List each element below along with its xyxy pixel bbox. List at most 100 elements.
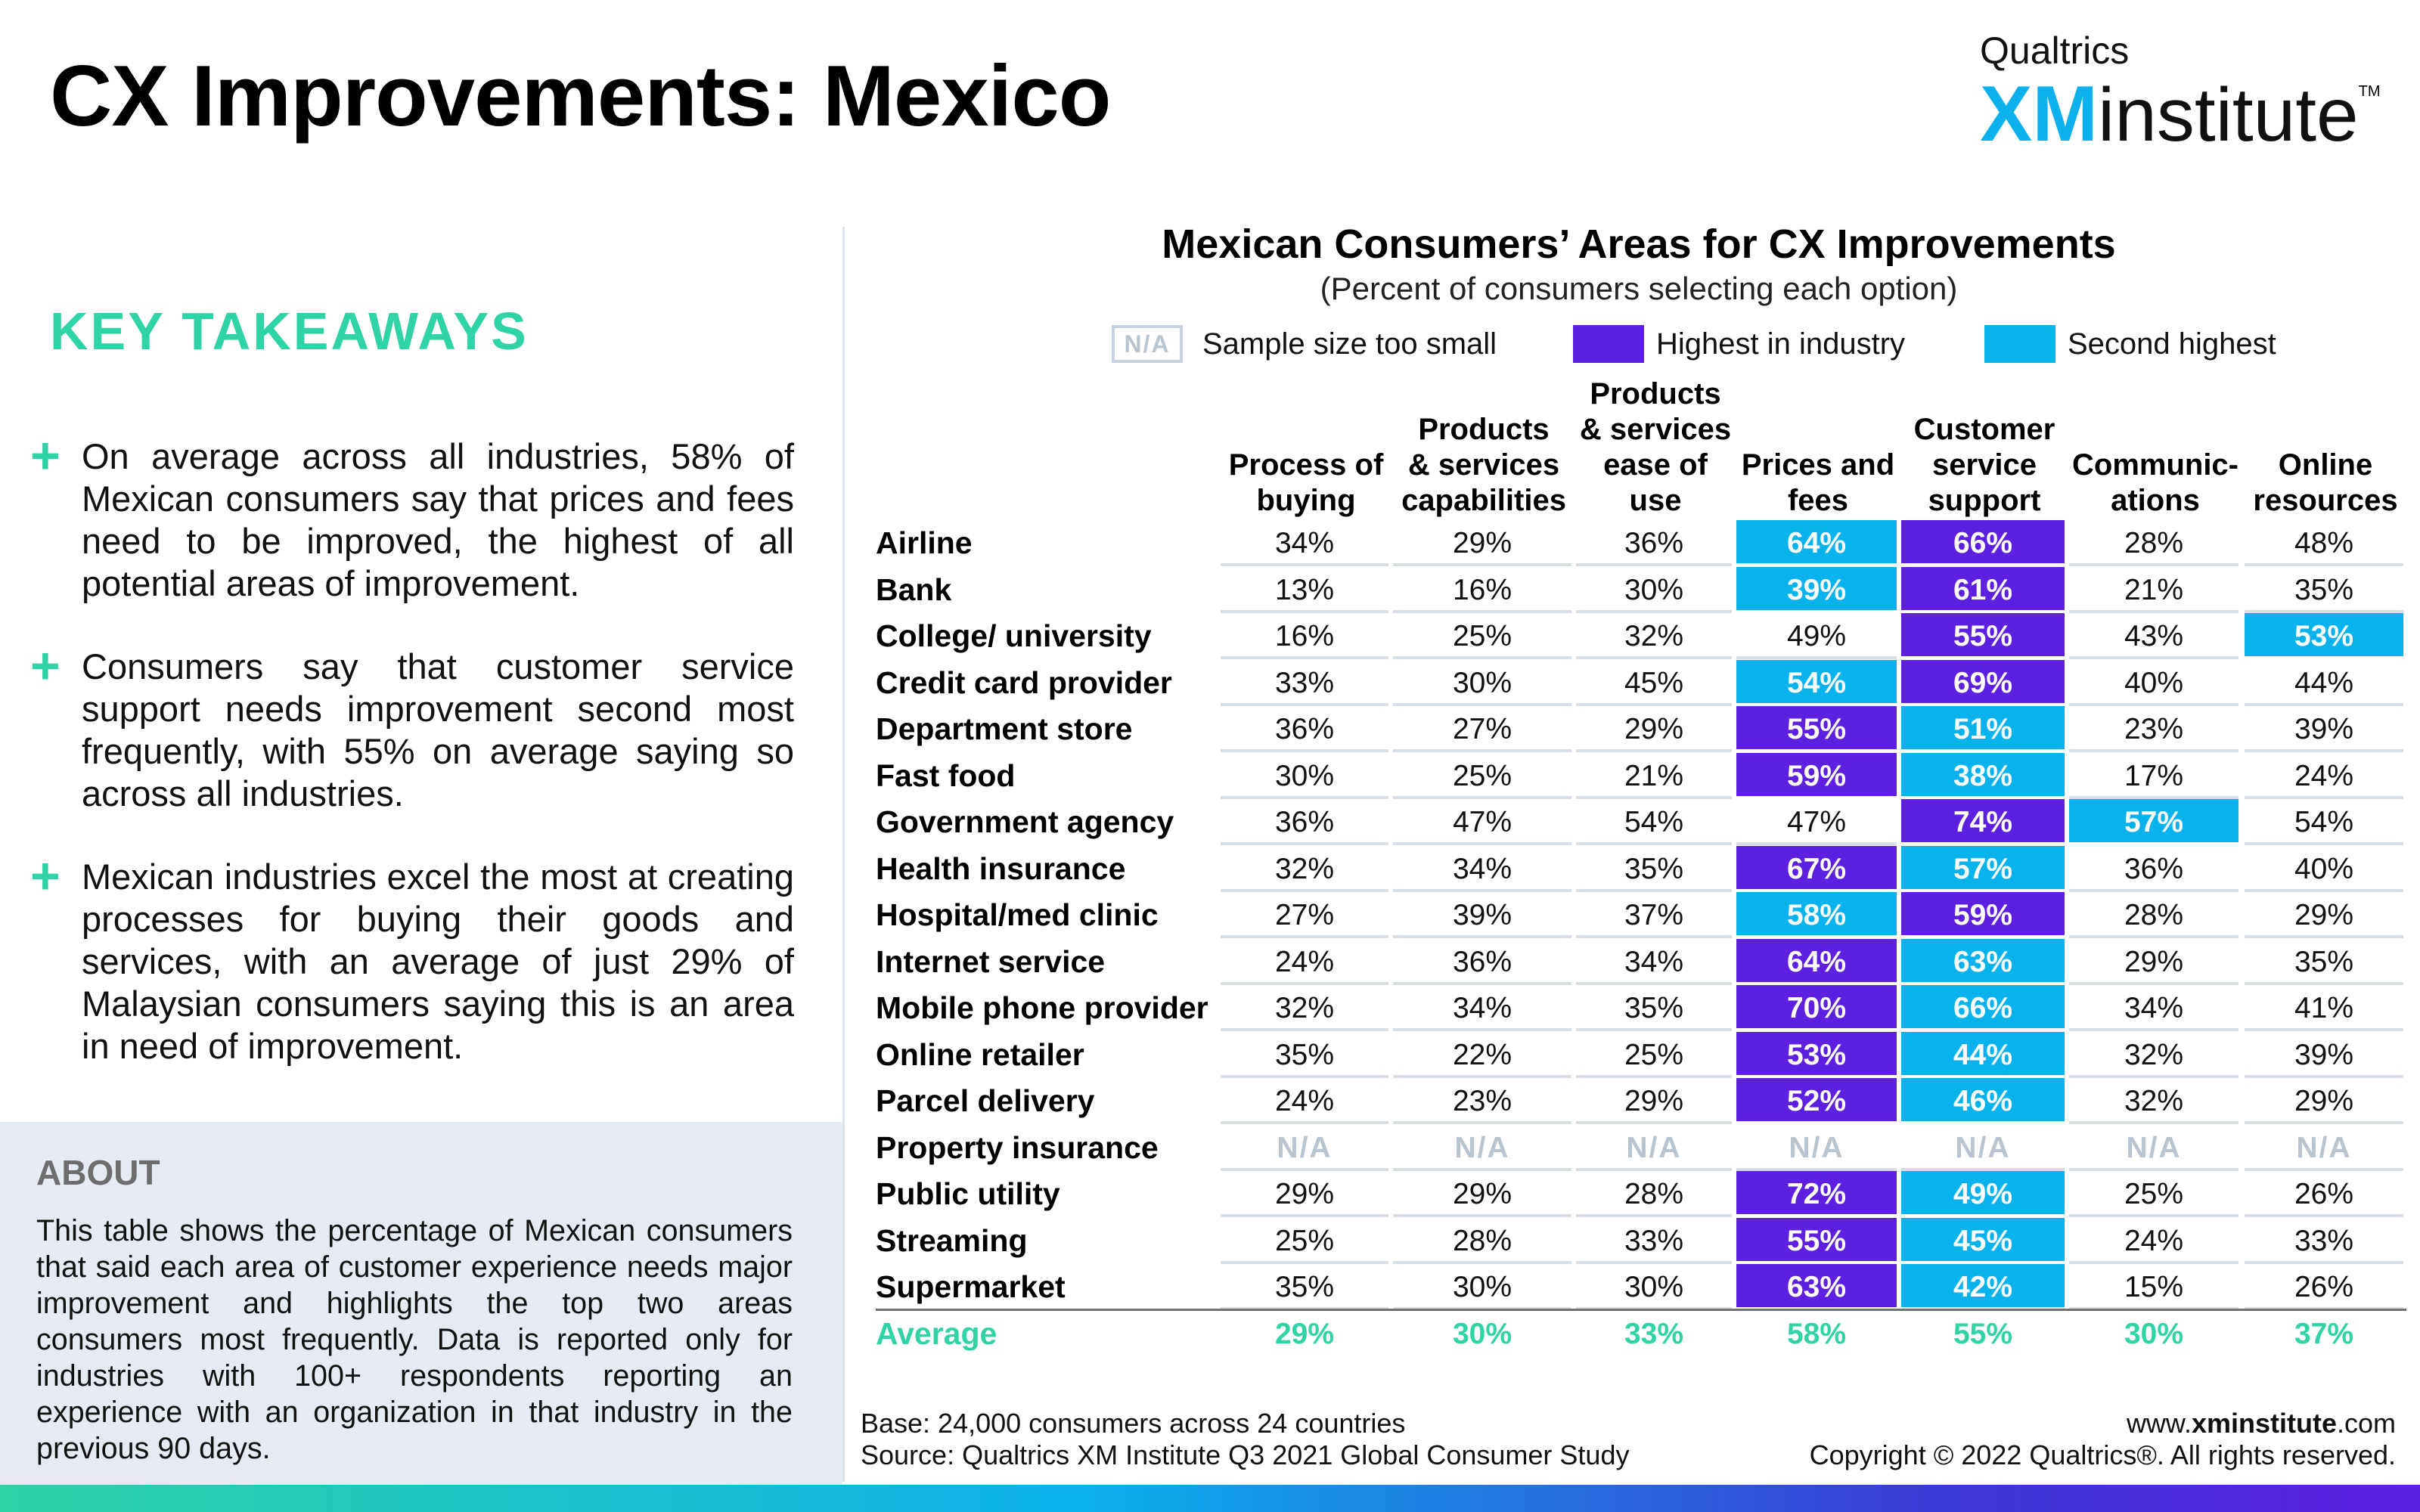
table-cell: 25%	[1221, 1218, 1388, 1264]
column-header-line: Products	[1590, 377, 1721, 411]
footer-url[interactable]: www.xminstitute.com	[1810, 1408, 2396, 1439]
table-cell: 64%	[1736, 520, 1897, 566]
table-cell: 52%	[1736, 1078, 1897, 1124]
table-cell: 35%	[1576, 985, 1732, 1031]
table-cell: 36%	[1221, 706, 1388, 752]
row-label: Airline	[876, 525, 973, 560]
average-cell: 29%	[1274, 1317, 1335, 1350]
footer-credits: www.xminstitute.com Copyright © 2022 Qua…	[1810, 1408, 2396, 1471]
table-cell: 63%	[1736, 1264, 1897, 1310]
table-cell: 74%	[1901, 799, 2065, 845]
table-cell: 48%	[2245, 520, 2403, 566]
average-cell: 30%	[2124, 1317, 2184, 1350]
about-text: This table shows the percentage of Mexic…	[36, 1214, 793, 1465]
table-cell: 28%	[2069, 520, 2238, 566]
column-header: Online resources	[2245, 363, 2406, 519]
row-label: Online retailer	[876, 1036, 1084, 1072]
table-cell: 33%	[2245, 1218, 2403, 1264]
table-cell: 17%	[2069, 753, 2238, 799]
takeaway-text: On average across all industries, 58% of…	[82, 436, 794, 603]
average-cell: 58%	[1786, 1317, 1847, 1350]
table-cell: 25%	[1393, 613, 1571, 659]
table-cell: 37%	[1576, 892, 1732, 938]
chart-title: Mexican Consumers’ Areas for CX Improvem…	[1162, 222, 2116, 267]
table-cell: 35%	[1576, 846, 1732, 892]
table-cell: 26%	[2245, 1171, 2403, 1217]
xm-institute-logo: Qualtrics XMinstituteTM	[1980, 29, 2381, 160]
table-cell: 43%	[2069, 613, 2238, 659]
footer-base: Base: 24,000 consumers across 24 countri…	[861, 1408, 1406, 1439]
average-cell: 37%	[2294, 1317, 2354, 1350]
column-header-line: ease of	[1603, 448, 1708, 482]
logo-institute-text: institute	[2098, 73, 2359, 157]
table-cell: 70%	[1736, 985, 1897, 1031]
row-label: Health insurance	[876, 850, 1126, 886]
column-header-line: use	[1629, 484, 1682, 517]
average-cell: 33%	[1624, 1317, 1684, 1350]
column-header-line: Process of	[1228, 448, 1384, 482]
footer-url-prefix: www.	[2126, 1408, 2192, 1439]
table-cell: 32%	[2069, 1078, 2238, 1124]
table-cell: 61%	[1901, 566, 2065, 613]
legend-label: Sample size too small	[1202, 327, 1497, 361]
table-cell: N/A	[1393, 1125, 1571, 1171]
logo-trademark: TM	[2358, 83, 2381, 100]
table-cell: 16%	[1393, 567, 1571, 613]
table-cell: 55%	[1901, 613, 2065, 659]
table-cell: 27%	[1221, 892, 1388, 938]
table-cell: 44%	[2245, 660, 2403, 706]
table-cell: 34%	[2069, 985, 2238, 1031]
table-cell: 55%	[1736, 1217, 1897, 1264]
table-cell: 47%	[1736, 799, 1897, 845]
table-cell: 29%	[2245, 1078, 2403, 1124]
column-header: Prices and fees	[1736, 363, 1900, 519]
table-cell: 59%	[1901, 892, 2065, 938]
table-cell: 24%	[2245, 753, 2403, 799]
column-divider	[842, 227, 845, 1482]
column-header-line: resources	[2253, 484, 2398, 517]
table-cell: 23%	[1393, 1078, 1571, 1124]
table-cell: 47%	[1393, 799, 1571, 845]
row-label: Credit card provider	[876, 665, 1172, 700]
table-cell: 30%	[1221, 753, 1388, 799]
average-cell: 30%	[1452, 1317, 1512, 1350]
table-cell: N/A	[1736, 1125, 1897, 1171]
table-cell: 22%	[1393, 1032, 1571, 1078]
row-label: Hospital/med clinic	[876, 897, 1159, 932]
table-cell: 35%	[2245, 567, 2403, 613]
bottom-gradient-bar	[0, 1485, 2420, 1512]
table-cell: 66%	[1901, 520, 2065, 566]
about-heading: ABOUT	[36, 1153, 160, 1192]
table-cell: 24%	[2069, 1218, 2238, 1264]
takeaway-text: Consumers say that customer service supp…	[82, 646, 794, 813]
table-cell: 53%	[1736, 1031, 1897, 1078]
table-cell: 59%	[1736, 752, 1897, 799]
table-cell: 36%	[1576, 520, 1732, 566]
takeaway-text: Mexican industries excel the most at cre…	[82, 857, 794, 1066]
table-cell: N/A	[2245, 1125, 2403, 1171]
table-cell: 40%	[2245, 846, 2403, 892]
table-cell: 30%	[1393, 660, 1571, 706]
table-cell: 15%	[2069, 1264, 2238, 1310]
table-cell: 16%	[1221, 613, 1388, 659]
row-label: Mobile phone provider	[876, 990, 1208, 1025]
table-cell: 39%	[1393, 892, 1571, 938]
footer-source: Source: Qualtrics XM Institute Q3 2021 G…	[861, 1439, 1630, 1470]
row-label: Bank	[876, 572, 952, 607]
table-cell: 29%	[1221, 1171, 1388, 1217]
column-header: Process of buying	[1221, 363, 1392, 519]
about-panel: ABOUT This table shows the percentage of…	[0, 1122, 842, 1485]
column-header-line: service	[1932, 448, 2037, 482]
table-cell: 35%	[2245, 939, 2403, 985]
footer-notes: Base: 24,000 consumers across 24 countri…	[861, 1408, 1629, 1471]
row-label: Public utility	[876, 1176, 1060, 1211]
table-cell: 40%	[2069, 660, 2238, 706]
column-header: Products & services capabilities	[1393, 363, 1575, 519]
footer-url-suffix: .com	[2336, 1408, 2396, 1439]
table-cell: 57%	[2069, 799, 2238, 845]
table-cell: 24%	[1221, 1078, 1388, 1124]
table-cell: N/A	[1901, 1125, 2065, 1171]
table-cell: 26%	[2245, 1264, 2403, 1310]
table-cell: 54%	[2245, 799, 2403, 845]
table-cell: 34%	[1221, 520, 1388, 566]
